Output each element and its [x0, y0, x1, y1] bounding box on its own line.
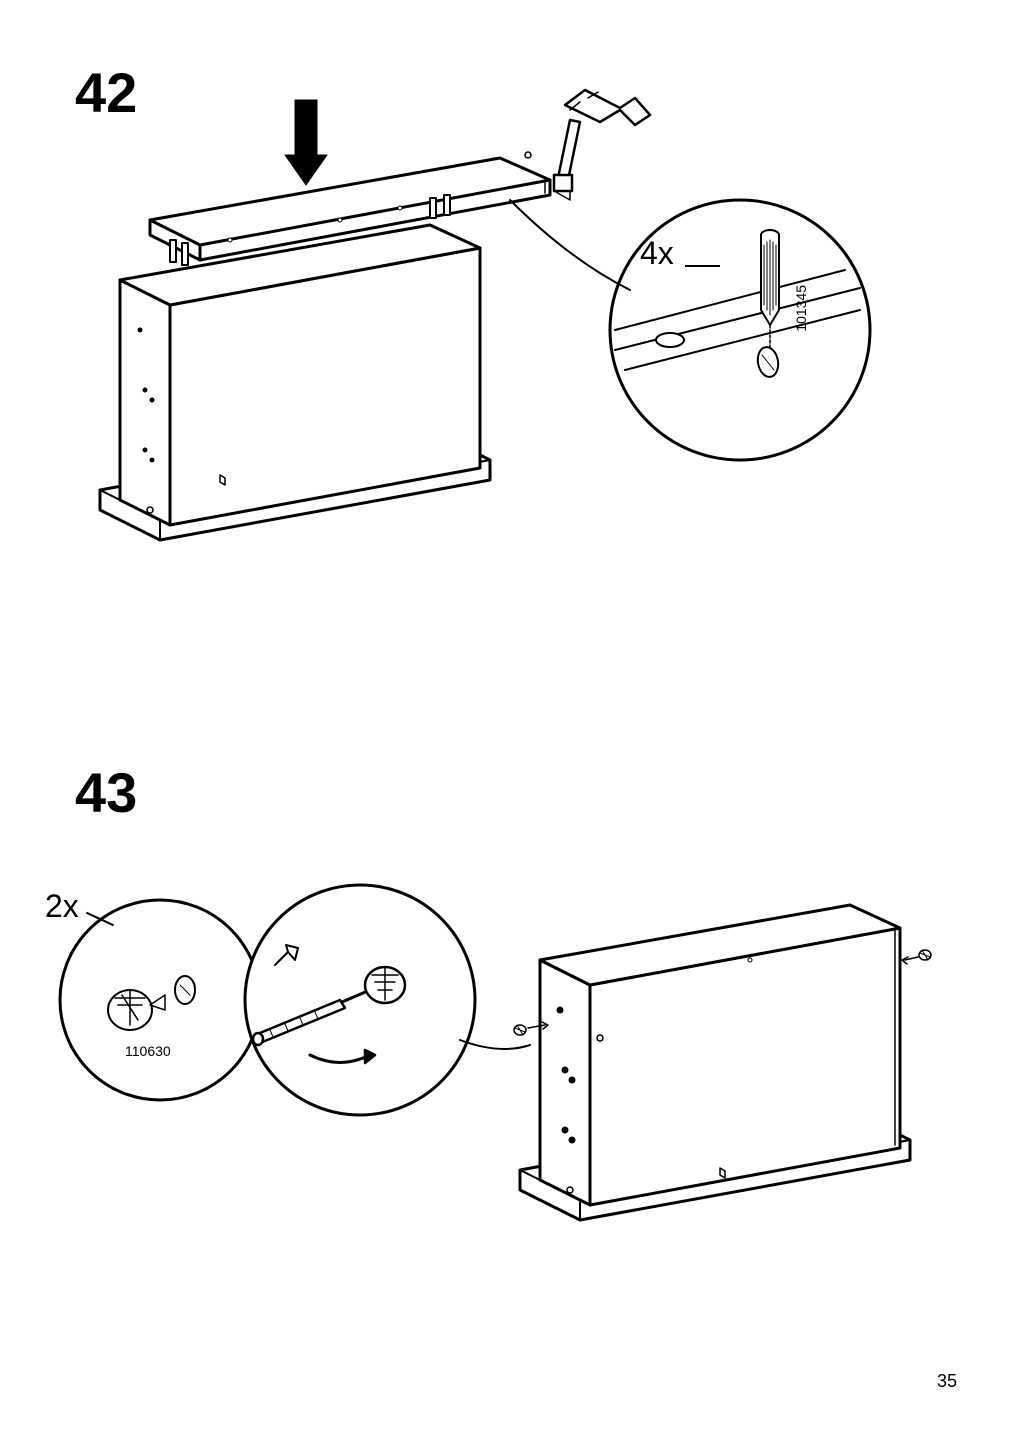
step-42-diagram: 4x 101345 — [90, 80, 930, 580]
step-42-quantity: 4x — [640, 235, 674, 272]
step-43-quantity: 2x — [45, 888, 79, 925]
step-43-diagram: 2x 110630 — [30, 880, 960, 1280]
step-42-part-number: 101345 — [793, 285, 809, 332]
qty-leader-42 — [685, 265, 720, 267]
step-43-number: 43 — [75, 760, 137, 825]
page-number: 35 — [937, 1371, 957, 1392]
step-43-part-number: 110630 — [125, 1043, 171, 1059]
